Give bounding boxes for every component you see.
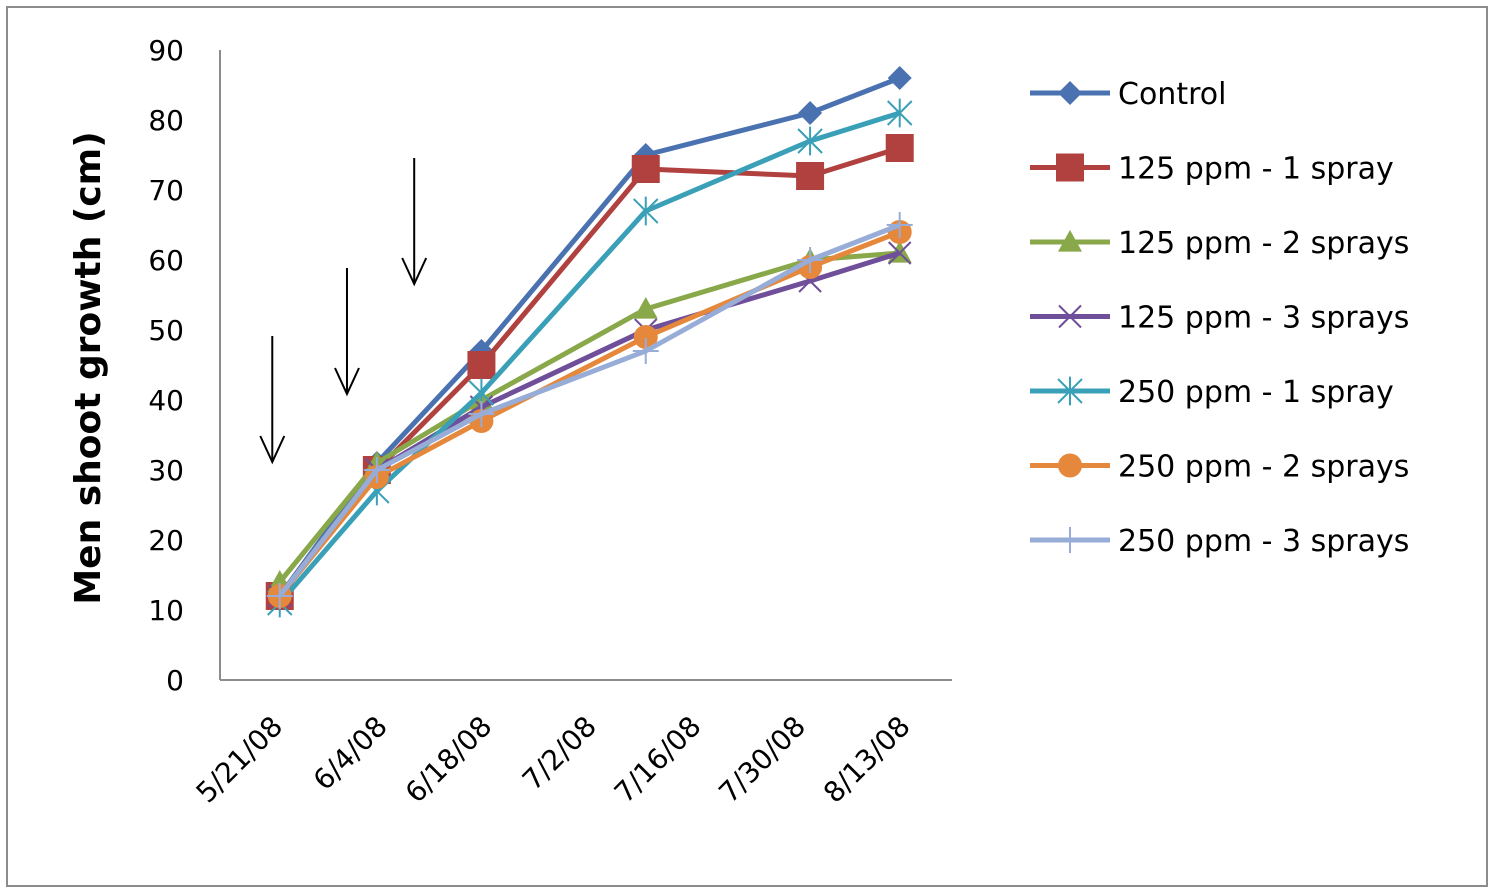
series-line	[277, 250, 900, 584]
y-tick-label: 30	[148, 454, 184, 487]
data-point	[797, 247, 824, 273]
data-point	[631, 155, 660, 183]
series-line	[277, 250, 901, 598]
legend: Control 125 ppm - 1 spray 125 ppm - 2 spra…	[1030, 77, 1409, 559]
y-tick-label: 40	[148, 384, 184, 417]
legend-label: 125 ppm - 3 sprays	[1118, 301, 1409, 336]
spray-arrow-head	[401, 257, 428, 287]
chart-frame	[6, 6, 1488, 887]
x-tick-label: 7/16/08	[608, 710, 708, 810]
data-point	[886, 212, 913, 238]
x-tick-label: 6/18/08	[399, 710, 499, 810]
x-tick-label: 8/13/08	[817, 710, 917, 810]
legend-item: 250 ppm - 2 sprays	[1030, 450, 1409, 485]
y-tick-label: 90	[148, 34, 184, 67]
legend-marker	[1058, 230, 1082, 252]
series-line	[277, 75, 901, 598]
y-tick-label: 10	[148, 594, 184, 627]
data-point	[266, 583, 293, 609]
data-point	[632, 338, 659, 364]
data-point	[798, 101, 823, 125]
series-lines	[265, 66, 914, 618]
legend-label: 250 ppm - 2 sprays	[1118, 450, 1409, 485]
series-line	[277, 222, 901, 598]
legend-item: 250 ppm - 3 sprays	[1030, 524, 1409, 559]
data-point	[468, 401, 495, 427]
series-line	[277, 110, 901, 605]
legend-marker	[1056, 153, 1084, 182]
legend-item: 125 ppm - 2 sprays	[1030, 226, 1409, 261]
series-3	[267, 241, 912, 592]
legend-marker	[1058, 81, 1082, 105]
y-tick-label: 70	[148, 174, 184, 207]
y-axis-title: Men shoot growth (cm)	[68, 131, 109, 604]
data-point	[887, 66, 912, 90]
data-point	[633, 325, 658, 349]
legend-label: 250 ppm - 3 sprays	[1118, 524, 1409, 559]
y-tick-label: 20	[148, 524, 184, 557]
legend-item: 125 ppm - 3 sprays	[1030, 301, 1409, 336]
y-tick-label: 50	[148, 314, 184, 347]
data-point	[887, 98, 913, 128]
x-tick-label: 7/30/08	[712, 710, 812, 810]
legend-label: Control	[1118, 77, 1226, 112]
legend-item: Control	[1030, 77, 1226, 112]
series-4	[268, 241, 912, 608]
data-point	[796, 162, 825, 190]
series-7	[266, 212, 913, 609]
legend-marker	[1058, 304, 1082, 329]
data-point	[797, 126, 823, 156]
x-tick-label: 6/4/08	[307, 710, 394, 797]
y-tick-label: 80	[148, 104, 184, 137]
spray-arrow-head	[259, 435, 286, 465]
data-point	[363, 457, 390, 483]
legend-marker	[1058, 453, 1082, 478]
legend-label: 250 ppm - 1 spray	[1118, 375, 1394, 410]
y-tick-label: 60	[148, 244, 184, 277]
series-line	[277, 229, 901, 598]
y-tick-label: 0	[166, 664, 184, 697]
legend-item: 125 ppm - 1 spray	[1030, 152, 1394, 187]
data-point	[633, 196, 659, 226]
legend-label: 125 ppm - 2 sprays	[1118, 226, 1409, 261]
data-point	[885, 134, 914, 162]
spray-arrows	[259, 158, 428, 465]
data-point	[888, 241, 912, 265]
legend-marker	[1057, 527, 1083, 553]
spray-arrow-head	[334, 367, 360, 397]
legend-item: 250 ppm - 1 spray	[1030, 375, 1394, 410]
x-tick-label: 5/21/08	[190, 710, 290, 810]
legend-marker	[1057, 376, 1083, 406]
data-point	[633, 297, 658, 319]
data-point	[467, 351, 496, 379]
x-tick-label: 7/2/08	[516, 710, 603, 797]
legend-label: 125 ppm - 1 spray	[1118, 152, 1394, 187]
